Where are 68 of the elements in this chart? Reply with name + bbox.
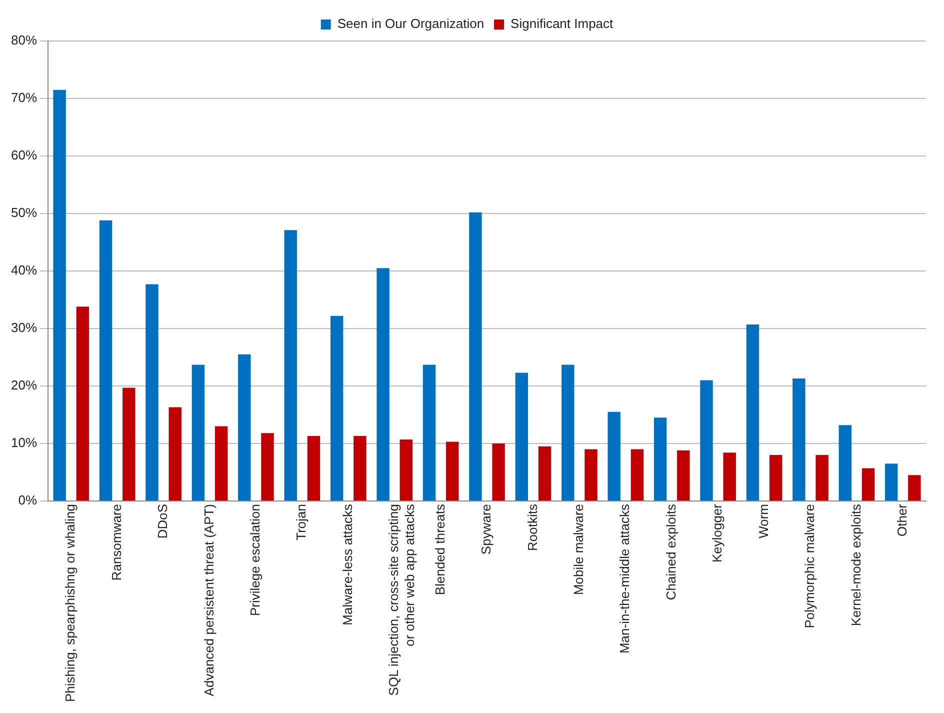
bar bbox=[400, 439, 412, 500]
x-tick-label: Blended threats bbox=[432, 504, 448, 596]
bar bbox=[746, 324, 760, 500]
x-tick-label: Other bbox=[894, 503, 910, 536]
bar bbox=[99, 220, 112, 500]
x-tick-label: Phishing, spearphishng or whaling bbox=[62, 504, 78, 702]
bar bbox=[307, 436, 320, 500]
bar bbox=[492, 443, 505, 500]
x-tick-label: Keylogger bbox=[710, 503, 725, 563]
bar bbox=[446, 442, 459, 500]
x-tick-label: Man-in-the-middle attacks bbox=[617, 503, 632, 654]
y-tick-label: 30% bbox=[10, 320, 38, 336]
x-tick-label: Advanced persistent threat (APT) bbox=[201, 504, 216, 696]
y-tick-label: 0% bbox=[18, 492, 38, 508]
bar bbox=[677, 450, 690, 500]
bar bbox=[584, 449, 598, 500]
bar bbox=[238, 354, 251, 500]
x-tick-label: Polymorphic malware bbox=[802, 504, 818, 628]
bar bbox=[792, 378, 806, 500]
bar bbox=[146, 284, 158, 500]
bar bbox=[330, 316, 344, 500]
x-tick-label: Kernel-mode exploits bbox=[848, 503, 864, 626]
x-tick-label: DDoS bbox=[155, 504, 170, 539]
legend-label: Seen in Our Organization bbox=[337, 16, 484, 32]
y-tick-label: 60% bbox=[10, 148, 38, 163]
bar bbox=[261, 433, 274, 500]
bar bbox=[515, 372, 528, 500]
bar bbox=[908, 475, 921, 500]
y-tick-label: 40% bbox=[10, 262, 38, 278]
bar bbox=[608, 412, 620, 500]
bar bbox=[354, 436, 366, 500]
bar bbox=[816, 454, 828, 500]
bar bbox=[562, 364, 574, 500]
bar bbox=[422, 364, 436, 500]
bar bbox=[862, 468, 875, 500]
x-tick-label: SQL injection, cross-site scripting or other web app attacks bbox=[386, 503, 417, 696]
legend-label: Significant Impact bbox=[510, 16, 614, 32]
x-tick-label: Ransomware bbox=[108, 504, 124, 581]
bar bbox=[630, 449, 644, 500]
x-tick-label: Mobile malware bbox=[571, 504, 586, 596]
bar bbox=[376, 268, 390, 500]
bar bbox=[654, 418, 667, 500]
y-tick-label: 80% bbox=[10, 32, 38, 48]
x-tick-label: Malware-less attacks bbox=[340, 503, 355, 626]
x-tick-label: Rootkits bbox=[524, 503, 540, 551]
bar bbox=[884, 464, 898, 500]
y-tick-label: 10% bbox=[10, 435, 38, 450]
x-tick-label: Trojan bbox=[294, 504, 309, 540]
bar bbox=[723, 452, 736, 500]
x-tick-label: Spyware bbox=[478, 504, 494, 555]
bar bbox=[284, 230, 297, 500]
y-tick-label: 70% bbox=[10, 90, 38, 106]
bar bbox=[168, 407, 182, 500]
x-tick-label: Worm bbox=[756, 504, 771, 538]
bar bbox=[700, 380, 713, 500]
bar bbox=[538, 446, 552, 500]
bar bbox=[53, 90, 66, 500]
bar bbox=[469, 212, 482, 500]
x-tick-label: Privilege escalation bbox=[248, 504, 263, 616]
bar bbox=[769, 454, 782, 500]
x-tick-label: Chained exploits bbox=[663, 503, 678, 600]
bar bbox=[838, 425, 852, 500]
y-tick-label: 50% bbox=[10, 205, 38, 220]
bar bbox=[192, 364, 205, 500]
y-tick-label: 20% bbox=[10, 378, 38, 393]
bar bbox=[214, 426, 228, 500]
bar bbox=[76, 306, 90, 500]
bar bbox=[122, 388, 136, 500]
